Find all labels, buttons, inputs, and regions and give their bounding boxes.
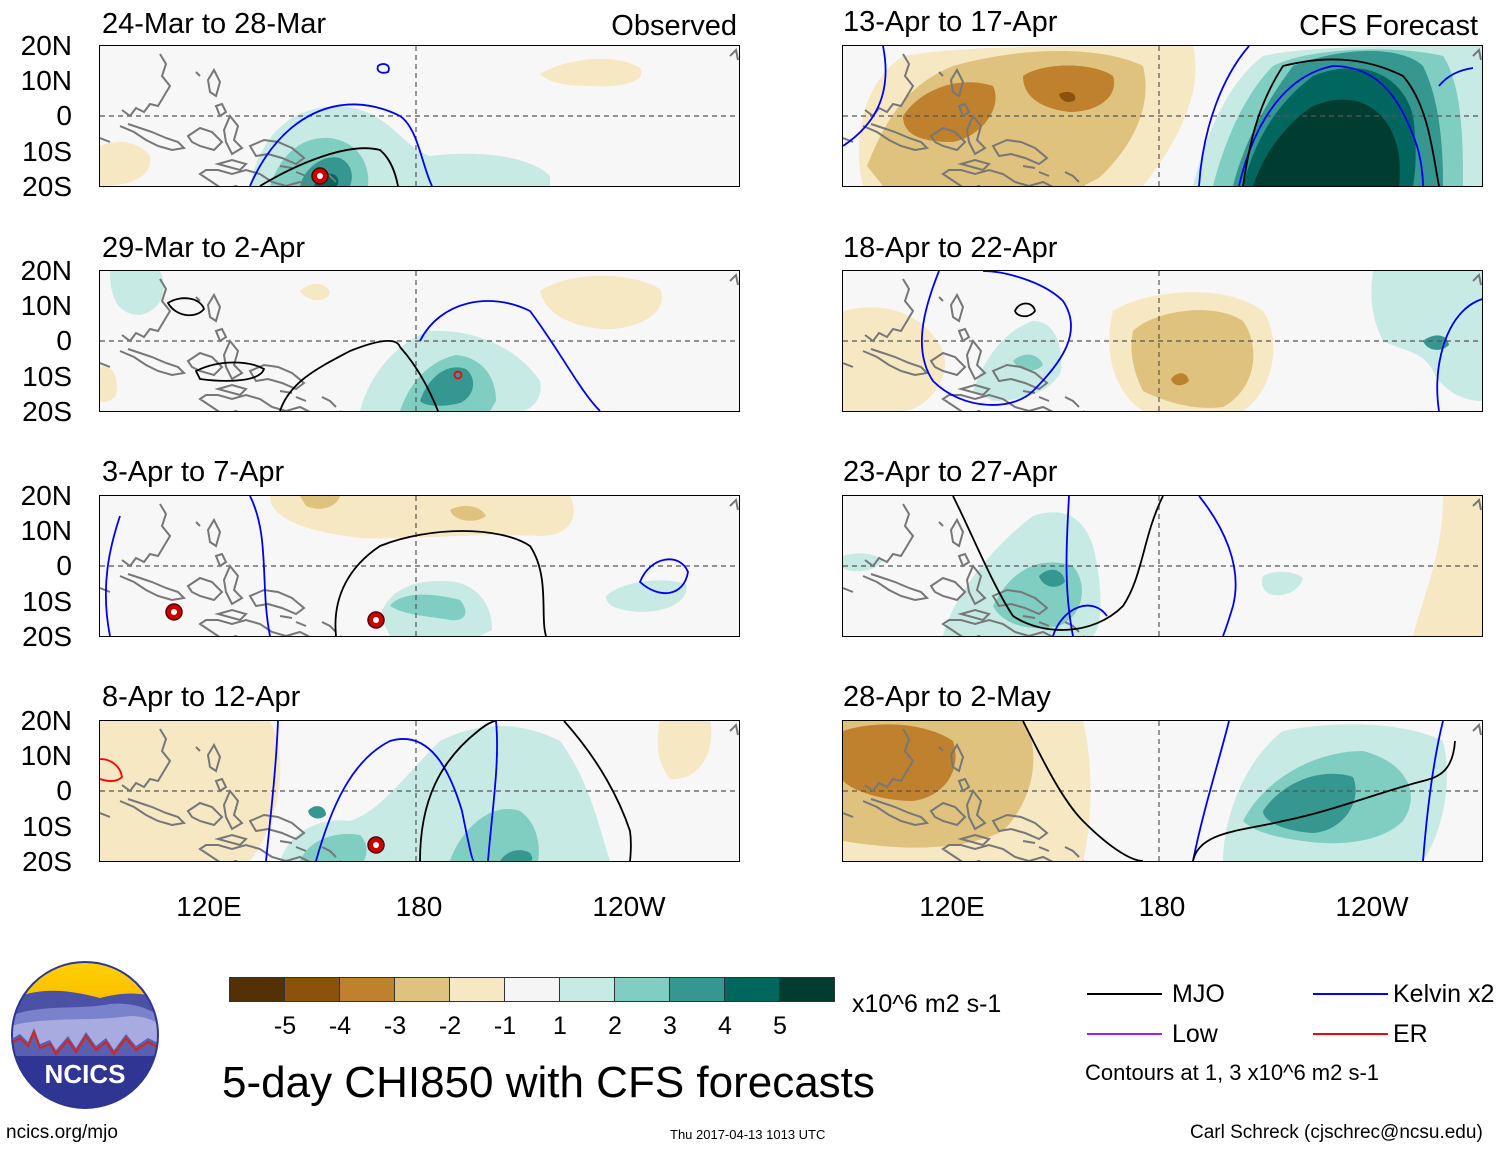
main-title: 5-day CHI850 with CFS forecasts xyxy=(222,1058,875,1107)
lat-label: 10N xyxy=(20,740,72,771)
lat-label: 10S xyxy=(22,811,72,842)
lon-label: 180 xyxy=(1138,891,1186,922)
legend-label-mjo: MJO xyxy=(1172,980,1225,1008)
legend-line-low xyxy=(1087,1033,1162,1035)
lon-label: 120E xyxy=(176,891,242,922)
lat-label: 10N xyxy=(20,515,72,546)
lat-label: 10S xyxy=(22,586,72,617)
logo-text: NCICS xyxy=(45,1059,126,1089)
colorbar-swatch xyxy=(394,977,450,1002)
colorbar xyxy=(229,977,835,1002)
lat-label: 20N xyxy=(20,255,72,286)
legend-line-er xyxy=(1313,1033,1388,1035)
lat-label: 10N xyxy=(20,290,72,321)
lat-label: 0 xyxy=(56,775,72,806)
colorbar-tick-label: 4 xyxy=(718,1012,732,1040)
legend-line-mjo xyxy=(1087,993,1162,995)
colorbar-tick-label: 5 xyxy=(773,1012,787,1040)
lat-label: 0 xyxy=(56,325,72,356)
lon-label: 120W xyxy=(1335,891,1409,922)
colorbar-swatch xyxy=(559,977,615,1002)
panel-title-1: 24-Mar to 28-Mar xyxy=(102,8,327,40)
colorbar-tick-label: -1 xyxy=(493,1012,517,1040)
lat-label: 0 xyxy=(56,550,72,581)
colorbar-swatch xyxy=(724,977,780,1002)
lat-label: 20S xyxy=(22,171,72,202)
lat-label: 20N xyxy=(20,30,72,61)
colorbar-units: x10^6 m2 s-1 xyxy=(852,990,1002,1018)
lat-label: 0 xyxy=(56,100,72,131)
legend-line-kelvin xyxy=(1313,993,1388,995)
lon-label: 120W xyxy=(592,891,666,922)
panel-title-7: 23-Apr to 27-Apr xyxy=(843,456,1058,488)
footer-credit: Carl Schreck (cjschrec@ncsu.edu) xyxy=(1190,1122,1483,1143)
panel-title-4: 8-Apr to 12-Apr xyxy=(102,681,301,713)
lat-label: 20S xyxy=(22,846,72,877)
colorbar-tick-label: -5 xyxy=(273,1012,297,1040)
colorbar-swatch xyxy=(284,977,340,1002)
map-13-apr-to-17-apr xyxy=(842,45,1483,187)
observed-label: Observed xyxy=(611,10,737,42)
ncics-logo: NCICS xyxy=(10,960,160,1110)
lat-label: 10S xyxy=(22,136,72,167)
lon-label: 120E xyxy=(919,891,985,922)
footer-timestamp: Thu 2017-04-13 1013 UTC xyxy=(670,1127,826,1142)
colorbar-tick-label: -2 xyxy=(438,1012,462,1040)
colorbar-tick-label: 1 xyxy=(553,1012,567,1040)
colorbar-swatch xyxy=(229,977,285,1002)
colorbar-swatch xyxy=(779,977,835,1002)
colorbar-swatch xyxy=(339,977,395,1002)
map-8-apr-to-12-apr xyxy=(99,720,740,862)
legend-label-kelvin: Kelvin x2 xyxy=(1393,980,1495,1008)
colorbar-tick-label: -3 xyxy=(383,1012,407,1040)
lat-label: 20N xyxy=(20,705,72,736)
panel-title-2: 29-Mar to 2-Apr xyxy=(102,232,306,264)
colorbar-tick-label: 3 xyxy=(663,1012,677,1040)
lon-label: 180 xyxy=(395,891,443,922)
lat-label: 20N xyxy=(20,480,72,511)
map-18-apr-to-22-apr xyxy=(842,270,1483,412)
lat-label: 20S xyxy=(22,621,72,652)
map-3-apr-to-7-apr xyxy=(99,495,740,637)
colorbar-swatch xyxy=(669,977,725,1002)
colorbar-tick-label: -4 xyxy=(328,1012,352,1040)
map-24-mar-to-28-mar xyxy=(99,45,740,187)
footer-url[interactable]: ncics.org/mjo xyxy=(6,1122,118,1143)
colorbar-swatch xyxy=(614,977,670,1002)
contour-note: Contours at 1, 3 x10^6 m2 s-1 xyxy=(1085,1060,1380,1085)
map-29-mar-to-2-apr xyxy=(99,270,740,412)
panel-title-5: 13-Apr to 17-Apr xyxy=(843,6,1058,38)
map-28-apr-to-2-may xyxy=(842,720,1483,862)
panel-title-3: 3-Apr to 7-Apr xyxy=(102,456,285,488)
lat-label: 10S xyxy=(22,361,72,392)
colorbar-swatch xyxy=(504,977,560,1002)
cfs-forecast-label: CFS Forecast xyxy=(1299,10,1478,42)
colorbar-swatch xyxy=(449,977,505,1002)
legend-label-er: ER xyxy=(1393,1020,1428,1048)
lat-label: 20S xyxy=(22,396,72,427)
lat-label: 10N xyxy=(20,65,72,96)
colorbar-tick-label: 2 xyxy=(608,1012,622,1040)
legend-label-low: Low xyxy=(1172,1020,1218,1048)
panel-title-6: 18-Apr to 22-Apr xyxy=(843,232,1058,264)
panel-title-8: 28-Apr to 2-May xyxy=(843,681,1051,713)
map-23-apr-to-27-apr xyxy=(842,495,1483,637)
